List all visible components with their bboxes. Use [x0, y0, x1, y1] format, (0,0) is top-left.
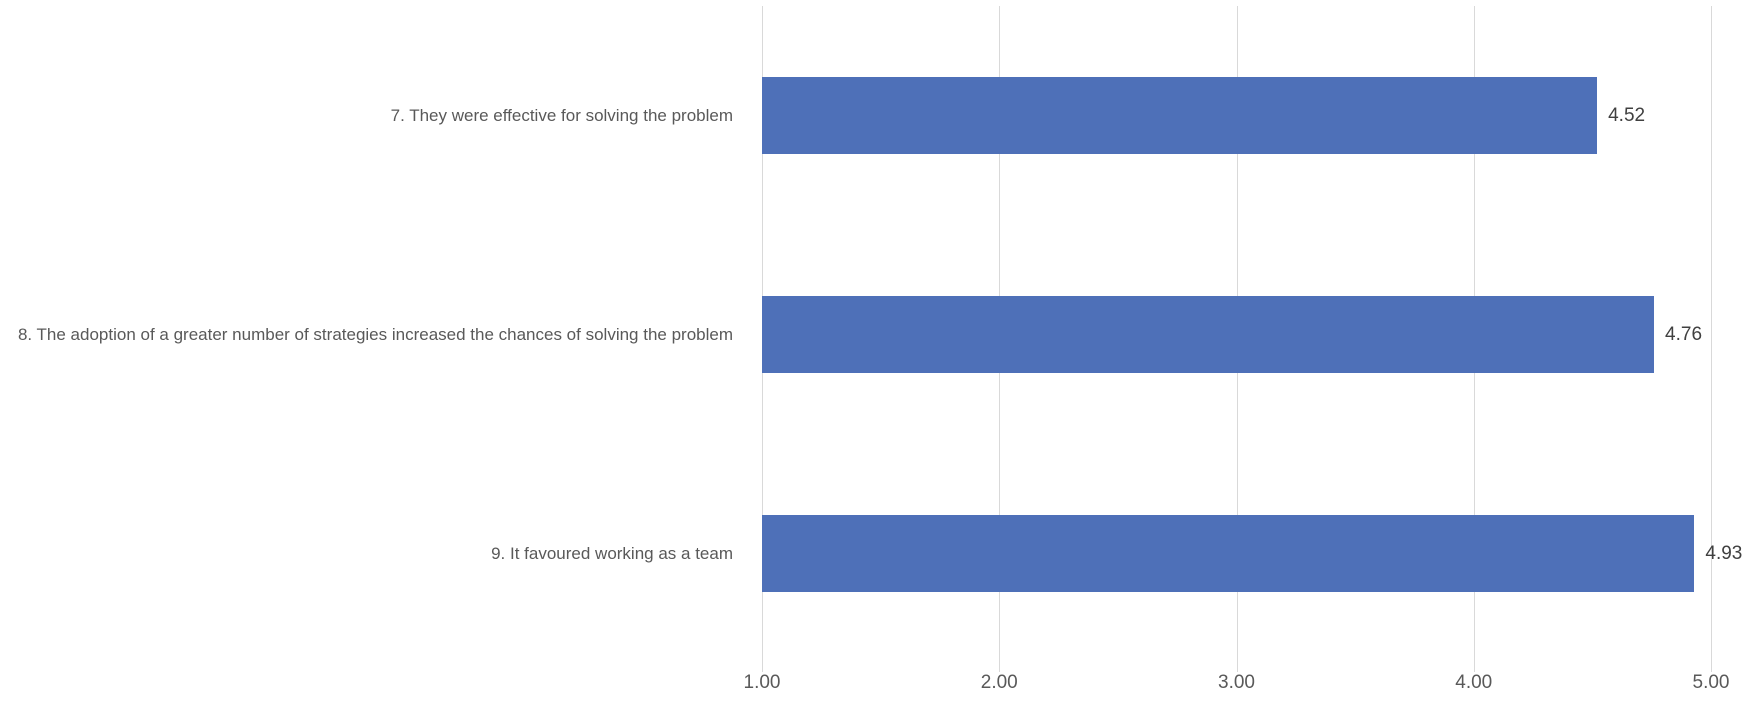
axis-tick-label: 4.00	[1455, 672, 1493, 693]
category-label: 7. They were effective for solving the p…	[390, 105, 733, 125]
bar	[762, 515, 1695, 592]
category-label: 9. It favoured working as a team	[491, 543, 733, 563]
bar-value-label: 4.76	[1665, 323, 1703, 345]
axis-tick-label: 3.00	[1218, 672, 1255, 693]
axis-tick-label: 5.00	[1692, 672, 1730, 693]
category-axis: 7. They were effective for solving the p…	[0, 6, 748, 663]
bar-row: 4.93	[762, 444, 1742, 663]
bar	[762, 296, 1655, 373]
category-row: 8. The adoption of a greater number of s…	[0, 225, 748, 444]
bar-value-label: 4.93	[1705, 542, 1743, 564]
axis-tick-label: 2.00	[980, 672, 1018, 693]
gridline	[1711, 6, 1712, 672]
bar-row: 4.52	[762, 6, 1711, 225]
value-axis: 1.00 2.00 3.00 4.00 5.00	[744, 672, 1730, 700]
bar-series: 4.52 4.76 4.93	[762, 6, 1742, 663]
bar	[762, 77, 1598, 154]
bar-value-label: 4.52	[1608, 104, 1646, 126]
category-row: 9. It favoured working as a team	[0, 444, 748, 663]
plot-area: 4.52 4.76 4.93	[762, 6, 1742, 672]
category-row: 7. They were effective for solving the p…	[0, 6, 748, 225]
axis-tick-label: 1.00	[743, 672, 781, 693]
bar-row: 4.76	[762, 225, 1711, 444]
category-label: 8. The adoption of a greater number of s…	[17, 324, 733, 344]
